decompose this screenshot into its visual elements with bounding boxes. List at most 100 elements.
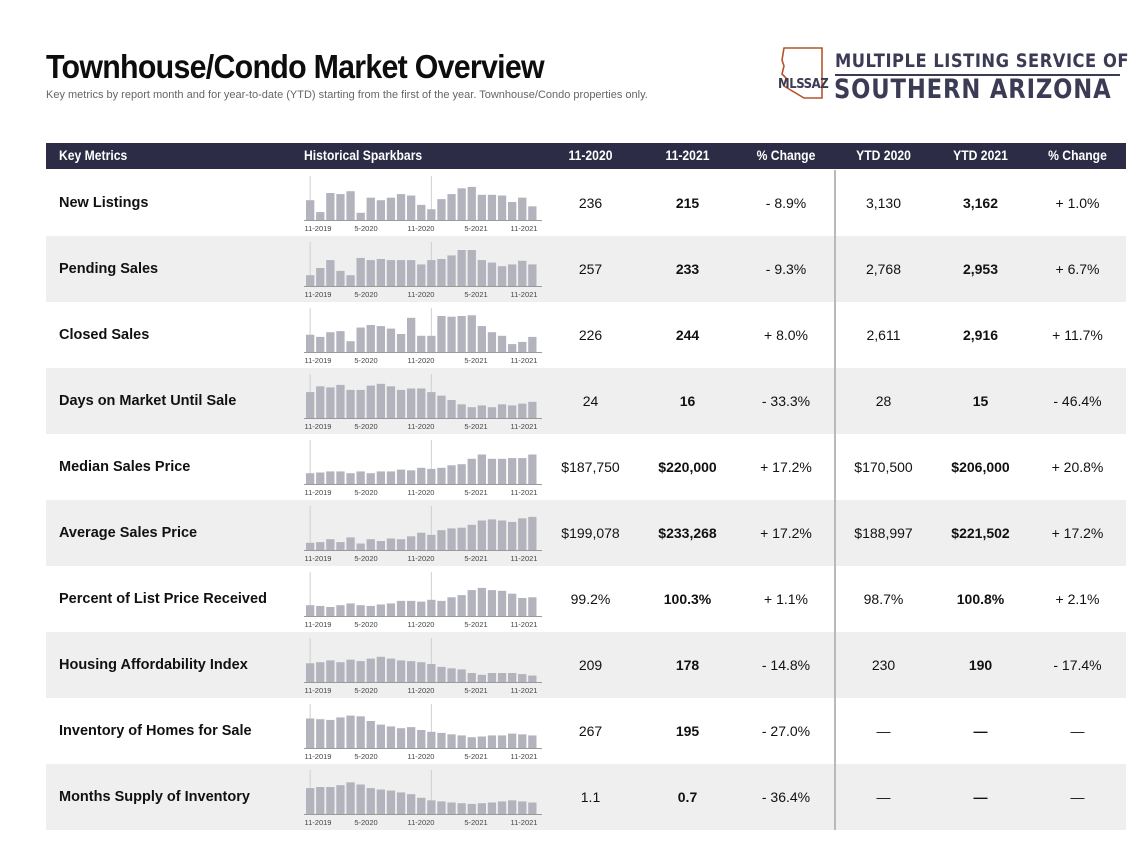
spark-bar <box>316 719 325 748</box>
ytd-2020-value: $170,500 <box>854 459 913 475</box>
spark-bar <box>306 542 315 550</box>
spark-tick-label: 5-2021 <box>464 620 487 629</box>
spark-bar <box>396 660 406 682</box>
spark-tick-label: 11-2020 <box>408 620 435 629</box>
spark-bar <box>306 718 315 748</box>
ytd-change-value: — <box>1070 789 1085 805</box>
spark-bar <box>336 605 345 616</box>
spark-bar <box>437 316 446 352</box>
spark-bar <box>437 801 446 814</box>
spark-bar <box>497 520 507 550</box>
spark-bar <box>326 387 335 418</box>
ytd-2021-value: 190 <box>968 657 993 673</box>
spark-bar <box>407 727 416 748</box>
spark-tick-label: 5-2020 <box>354 686 377 695</box>
spark-bar <box>336 542 345 550</box>
spark-bar <box>477 405 486 418</box>
col-key-metrics: Key Metrics <box>59 148 128 163</box>
month-change-value: + 17.2% <box>760 525 812 541</box>
ytd-change-value: — <box>1070 723 1085 739</box>
ytd-change-value: + 2.1% <box>1055 591 1100 607</box>
ytd-2021-value: 15 <box>972 393 989 409</box>
spark-bar <box>346 389 355 418</box>
spark-tick-label: 11-2021 <box>511 224 538 233</box>
metric-label: Average Sales Price <box>59 525 198 541</box>
spark-bar <box>336 785 345 814</box>
ytd-2020-value: 230 <box>871 657 896 673</box>
spark-bar <box>508 521 517 550</box>
spark-bar <box>346 191 355 220</box>
spark-tick-label: 5-2020 <box>354 290 377 299</box>
spark-bar <box>487 673 497 682</box>
spark-bar <box>518 260 527 286</box>
arizona-outline-icon <box>781 47 823 99</box>
spark-bar <box>407 317 416 352</box>
spark-bar <box>518 341 527 352</box>
spark-bar <box>477 454 486 484</box>
mlssaz-logo: MLSSAZ MULTIPLE LISTING SERVICE OF SOUTH… <box>778 44 1129 106</box>
metric-label: New Listings <box>59 195 149 211</box>
spark-bar <box>326 260 335 286</box>
month-2020-value: 99.2% <box>570 591 611 607</box>
spark-bar <box>407 470 416 484</box>
spark-bar <box>457 464 466 484</box>
month-2020-value: 209 <box>578 657 603 673</box>
spark-tick-label: 11-2021 <box>511 686 538 695</box>
spark-tick-label: 11-2020 <box>408 752 435 761</box>
spark-bar <box>407 661 416 682</box>
ytd-divider <box>834 170 836 830</box>
table-row: Inventory of Homes for Sale 11-2019 5-2020… <box>46 698 1126 764</box>
spark-bar <box>396 728 406 748</box>
spark-tick-label: 5-2020 <box>354 224 377 233</box>
month-2021-value: 233 <box>675 261 700 277</box>
spark-bar <box>417 335 426 352</box>
table-header: Key Metrics Historical Sparkbars 11-2020… <box>46 143 1126 169</box>
sparkbar-chart: 11-2019 5-2020 11-2020 5-2021 11-2021 <box>304 506 542 563</box>
spark-bar <box>316 787 325 814</box>
table-row: Median Sales Price 11-2019 5-2020 11-2020 5-… <box>46 434 1126 500</box>
spark-bar <box>326 332 335 352</box>
spark-bar <box>437 530 446 550</box>
spark-bar <box>376 604 385 616</box>
month-2021-value: 215 <box>675 195 700 211</box>
spark-bar <box>346 341 355 352</box>
spark-bar <box>447 802 456 814</box>
spark-bar <box>457 735 466 748</box>
spark-bar <box>417 662 426 682</box>
spark-bar <box>528 206 537 220</box>
ytd-2021-value: 2,953 <box>962 261 999 277</box>
spark-bar <box>447 316 456 352</box>
month-change-value: - 14.8% <box>761 657 811 673</box>
spark-bar <box>336 331 345 352</box>
spark-bar <box>386 538 396 550</box>
spark-tick-label: 11-2021 <box>511 356 538 365</box>
table-row: New Listings 11-2019 5-2020 11-2020 5-2021 11… <box>46 170 1126 236</box>
ytd-change-value: - 46.4% <box>1053 393 1102 409</box>
spark-bar <box>487 262 497 286</box>
spark-bar <box>518 197 527 220</box>
ytd-2021-value: 2,916 <box>962 327 999 343</box>
spark-bar <box>477 674 486 682</box>
spark-bar <box>417 204 426 220</box>
spark-bar <box>427 468 436 484</box>
month-2021-value: 244 <box>675 327 700 343</box>
month-2021-value: $233,268 <box>658 525 717 541</box>
month-2020-value: $199,078 <box>561 525 620 541</box>
spark-bar <box>427 731 436 748</box>
spark-bar <box>528 401 537 418</box>
logo-divider <box>835 74 1120 76</box>
spark-bar <box>477 194 486 220</box>
spark-tick-label: 11-2021 <box>511 290 538 299</box>
spark-bar <box>477 326 486 352</box>
spark-bar <box>306 392 315 418</box>
spark-bar <box>366 473 375 484</box>
spark-bar <box>477 736 486 748</box>
spark-bar <box>396 260 406 286</box>
spark-bar <box>356 212 365 220</box>
spark-bar <box>386 603 396 616</box>
spark-bar <box>528 675 537 682</box>
spark-bar <box>508 593 517 616</box>
spark-bar <box>447 400 456 418</box>
spark-bar <box>356 784 365 814</box>
spark-bar <box>497 801 507 814</box>
